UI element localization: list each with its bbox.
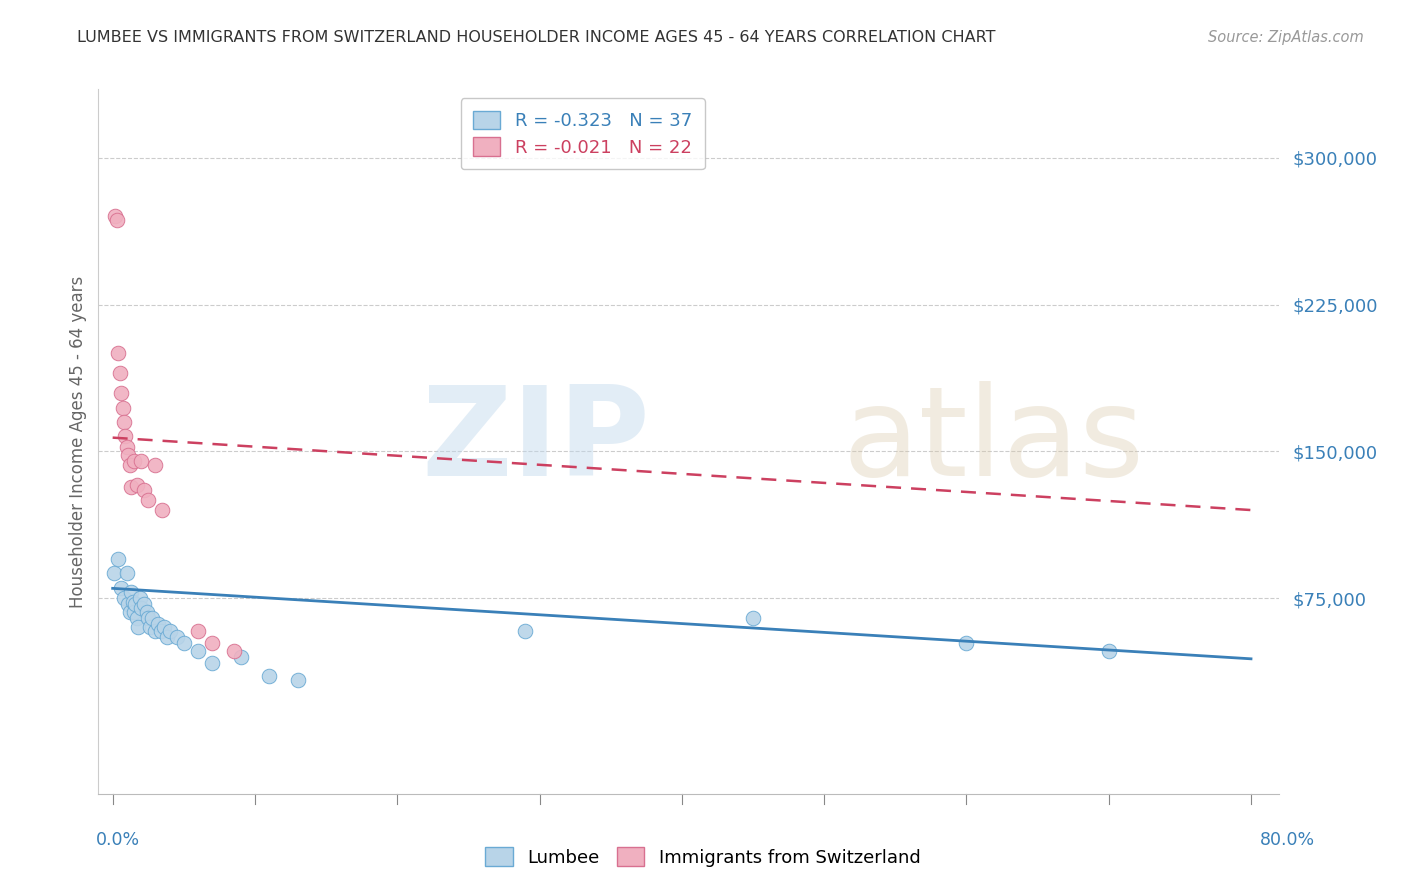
Point: [150, 624, 173, 639]
Point: [132, 483, 155, 498]
Point: [117, 597, 139, 611]
Point: [111, 401, 134, 416]
Point: [110, 385, 132, 400]
Point: [159, 624, 181, 639]
Point: [141, 610, 163, 624]
Point: [222, 644, 245, 658]
Point: [107, 552, 129, 566]
Point: [173, 636, 195, 650]
Point: [115, 566, 138, 580]
Point: [105, 213, 128, 227]
Point: [107, 346, 129, 360]
Point: [125, 610, 148, 624]
Point: [201, 656, 224, 670]
Point: [287, 673, 309, 688]
Point: [143, 624, 166, 639]
Point: [166, 630, 188, 644]
Point: [229, 649, 252, 664]
Point: [112, 415, 135, 429]
Point: [129, 601, 152, 615]
Point: [122, 454, 145, 468]
Point: [110, 582, 132, 596]
Point: [136, 610, 159, 624]
Point: [201, 636, 224, 650]
Point: [152, 503, 174, 517]
Point: [124, 597, 146, 611]
Point: [156, 630, 179, 644]
Point: [122, 605, 145, 619]
Point: [115, 441, 138, 455]
Point: [1098, 644, 1121, 658]
Legend: R = -0.323   N = 37, R = -0.021   N = 22: R = -0.323 N = 37, R = -0.021 N = 22: [461, 98, 704, 169]
Point: [117, 448, 139, 462]
Point: [257, 669, 280, 683]
Point: [127, 620, 149, 634]
Text: 0.0%: 0.0%: [96, 831, 139, 849]
Point: [125, 477, 148, 491]
Point: [103, 566, 125, 580]
Text: LUMBEE VS IMMIGRANTS FROM SWITZERLAND HOUSEHOLDER INCOME AGES 45 - 64 YEARS CORR: LUMBEE VS IMMIGRANTS FROM SWITZERLAND HO…: [77, 30, 995, 45]
Point: [121, 595, 143, 609]
Point: [114, 428, 136, 442]
Point: [742, 610, 765, 624]
Text: 80.0%: 80.0%: [1260, 831, 1315, 849]
Point: [148, 616, 170, 631]
Point: [143, 458, 166, 472]
Text: atlas: atlas: [842, 381, 1144, 502]
Point: [955, 636, 977, 650]
Point: [108, 366, 131, 380]
Point: [120, 585, 142, 599]
Point: [515, 624, 537, 639]
Legend: Lumbee, Immigrants from Switzerland: Lumbee, Immigrants from Switzerland: [478, 840, 928, 874]
Point: [187, 644, 209, 658]
Point: [135, 605, 157, 619]
Y-axis label: Householder Income Ages 45 - 64 years: Householder Income Ages 45 - 64 years: [69, 276, 87, 607]
Point: [138, 620, 160, 634]
Point: [120, 479, 142, 493]
Text: Source: ZipAtlas.com: Source: ZipAtlas.com: [1208, 30, 1364, 45]
Text: ZIP: ZIP: [420, 381, 650, 502]
Point: [118, 605, 141, 619]
Point: [129, 454, 152, 468]
Point: [187, 624, 209, 639]
Point: [136, 493, 159, 508]
Point: [132, 597, 155, 611]
Point: [118, 458, 141, 472]
Point: [153, 620, 176, 634]
Point: [112, 591, 135, 606]
Point: [128, 591, 150, 606]
Point: [104, 210, 127, 224]
